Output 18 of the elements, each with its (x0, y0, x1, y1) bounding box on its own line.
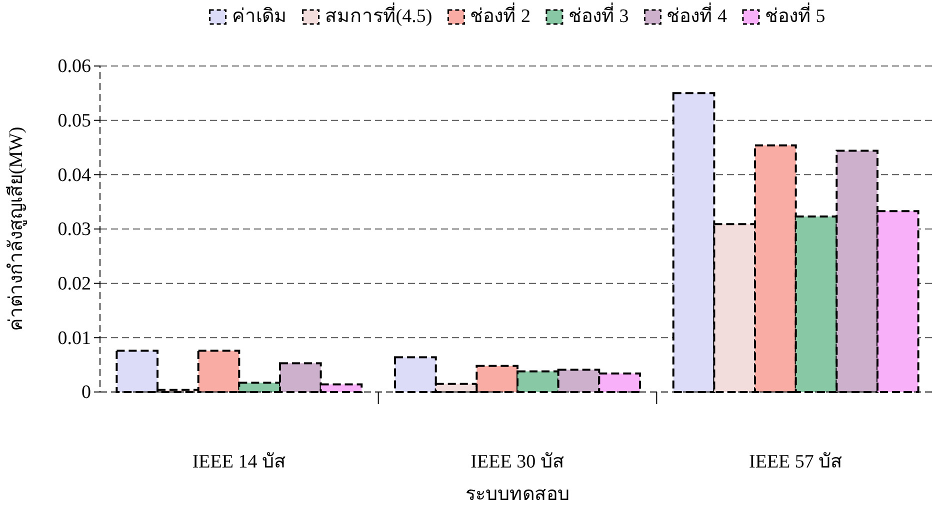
x-tick-label: IEEE 57 บัส (749, 451, 843, 472)
x-tick-label: IEEE 14 บัส (192, 451, 286, 472)
x-tick-label: IEEE 30 บัส (470, 451, 564, 472)
legend-label: ช่องที่ 3 (568, 2, 629, 27)
legend-label: ช่องที่ 5 (764, 2, 826, 27)
y-tick-label: 0.01 (58, 328, 91, 349)
x-axis-title: ระบบทดสอบ (466, 484, 570, 505)
legend-label: ค่าเดิม (232, 6, 287, 27)
y-tick-label: 0.03 (58, 219, 91, 240)
y-axis-title: ค่าต่างกำลังสูญเสีย(MW) (5, 126, 27, 332)
y-tick-label: 0.04 (58, 164, 92, 186)
legend-label: สมการที่(4.5) (324, 2, 432, 27)
y-tick-label: 0.02 (58, 273, 91, 294)
y-tick-label: 0.06 (58, 56, 91, 78)
y-tick-label: 0.05 (58, 110, 91, 132)
legend-label: ช่องที่ 2 (470, 2, 530, 27)
legend-label: ช่องที่ 4 (666, 2, 728, 27)
y-tick-label: 0 (82, 382, 91, 404)
